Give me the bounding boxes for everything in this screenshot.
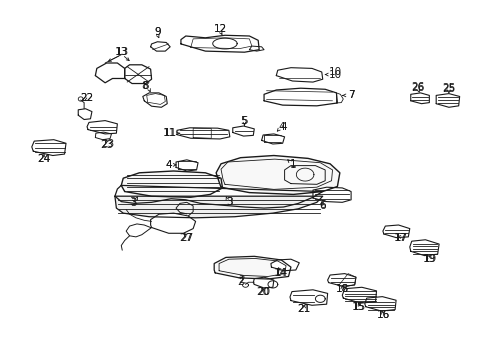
Text: 4: 4 [278,122,285,132]
Text: 3: 3 [128,197,135,207]
Text: 27: 27 [179,233,192,243]
Text: 6: 6 [319,200,325,210]
Text: 8: 8 [141,81,148,91]
Text: 16: 16 [376,310,390,320]
Polygon shape [115,196,322,218]
Text: 9: 9 [154,27,161,37]
Text: 12: 12 [213,24,226,34]
Polygon shape [270,259,299,271]
Text: 5: 5 [240,116,246,126]
Polygon shape [78,109,92,120]
Text: 16: 16 [376,310,389,320]
Text: 20: 20 [256,287,269,297]
Polygon shape [124,65,151,84]
Text: 10: 10 [328,67,341,77]
Polygon shape [312,187,350,202]
Text: 3: 3 [226,197,233,207]
Polygon shape [261,134,284,144]
Text: 11: 11 [163,128,177,138]
Text: 2: 2 [238,275,245,285]
Text: 23: 23 [101,139,114,149]
Text: 25: 25 [441,83,455,93]
Text: 13: 13 [115,47,129,57]
Text: 17: 17 [392,233,406,243]
Polygon shape [150,213,195,233]
Polygon shape [364,297,395,311]
Text: 21: 21 [297,304,310,314]
Text: 2: 2 [237,276,244,287]
Text: 3: 3 [226,197,233,207]
Text: 18: 18 [335,284,348,294]
Text: 14: 14 [274,268,287,278]
Text: 5: 5 [241,116,247,126]
Text: 11: 11 [162,128,176,138]
Polygon shape [289,290,327,305]
Polygon shape [435,94,459,107]
Text: 24: 24 [37,154,51,164]
Text: 3: 3 [129,198,136,208]
Polygon shape [409,240,438,256]
Text: 22: 22 [80,93,94,103]
Polygon shape [150,42,170,51]
Text: 7: 7 [347,90,354,100]
Polygon shape [214,256,290,279]
Text: 24: 24 [37,154,51,164]
Polygon shape [181,35,259,52]
Text: 23: 23 [100,140,113,150]
Text: 17: 17 [393,233,407,243]
Text: 14: 14 [273,268,287,278]
Text: 1: 1 [289,159,296,169]
Polygon shape [342,287,376,303]
Polygon shape [276,68,322,82]
Polygon shape [327,274,355,286]
Text: 19: 19 [422,254,435,264]
Text: 26: 26 [410,83,424,93]
Text: 21: 21 [297,304,310,314]
Polygon shape [232,126,254,136]
Text: 4: 4 [165,160,172,170]
Text: 10: 10 [328,69,341,80]
Text: 12: 12 [213,24,226,34]
Text: 6: 6 [319,201,325,211]
Text: 18: 18 [335,284,348,294]
Text: 19: 19 [423,254,436,264]
Polygon shape [95,63,124,83]
Polygon shape [177,128,229,139]
Text: 7: 7 [347,90,354,100]
Polygon shape [410,93,428,104]
Text: 27: 27 [180,233,193,243]
Polygon shape [142,93,167,107]
Polygon shape [264,88,337,106]
Text: 22: 22 [80,93,94,103]
Text: 4: 4 [165,160,172,170]
Text: 13: 13 [114,47,128,57]
Polygon shape [176,160,198,171]
Polygon shape [121,171,222,197]
Polygon shape [87,121,117,134]
Polygon shape [32,140,66,156]
Text: 4: 4 [280,122,286,132]
Text: 15: 15 [352,302,366,312]
Text: 15: 15 [351,302,365,312]
Text: 26: 26 [410,82,424,92]
Text: 1: 1 [289,159,296,170]
Polygon shape [253,277,273,288]
Text: 20: 20 [257,287,270,297]
Polygon shape [216,156,339,194]
Text: 8: 8 [142,81,149,91]
Text: 25: 25 [441,84,455,94]
Text: 9: 9 [154,27,161,37]
Polygon shape [382,225,409,238]
